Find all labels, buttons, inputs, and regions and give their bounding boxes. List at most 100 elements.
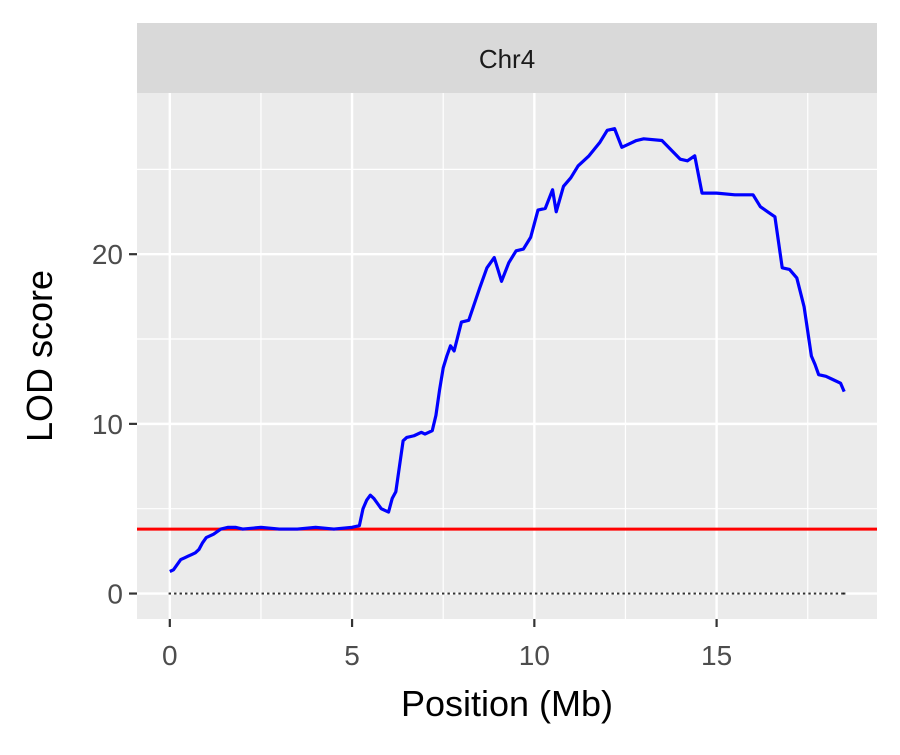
marker-point (370, 592, 374, 595)
marker-point (201, 592, 204, 595)
marker-point (540, 592, 543, 595)
marker-point (524, 592, 527, 595)
marker-point (463, 592, 467, 595)
marker-point (256, 592, 259, 595)
marker-point (595, 592, 598, 595)
marker-point (294, 592, 297, 595)
marker-point (387, 592, 390, 595)
marker-point (786, 592, 789, 595)
marker-point (688, 592, 691, 595)
marker-point (327, 592, 330, 595)
lod-series-line (169, 127, 846, 573)
marker-point (567, 592, 571, 595)
marker-point (436, 592, 439, 595)
marker-point (842, 592, 846, 595)
marker-point (682, 592, 685, 595)
gridlines (137, 93, 877, 619)
marker-point (332, 592, 336, 595)
marker-point (234, 592, 237, 595)
marker-point (737, 592, 740, 595)
marker-point (403, 592, 407, 595)
marker-point (699, 592, 702, 595)
y-axis-title: LOD score (19, 270, 60, 442)
marker-point (283, 592, 286, 595)
marker-point (633, 592, 636, 595)
marker-point (316, 592, 319, 595)
marker-point (622, 592, 625, 595)
x-tick-label: 5 (344, 640, 360, 671)
marker-point (195, 592, 199, 595)
marker-point (775, 592, 778, 595)
marker-point (611, 592, 614, 595)
marker-point (223, 592, 226, 595)
marker-point (830, 592, 833, 595)
marker-point (431, 592, 434, 595)
marker-point (212, 592, 215, 595)
marker-point (704, 592, 707, 595)
marker-point (474, 592, 478, 595)
marker-point (753, 592, 757, 595)
marker-point (797, 592, 800, 595)
marker-point (660, 592, 664, 595)
marker-point (321, 592, 325, 595)
marker-point (239, 592, 243, 595)
marker-point (425, 592, 429, 595)
axes: 0 5 10 15 0 10 20 (92, 239, 732, 671)
facet-strip-label: Chr4 (479, 44, 535, 74)
marker-point (190, 592, 193, 595)
marker-point (534, 592, 538, 595)
marker-rug (168, 592, 846, 595)
marker-point (343, 592, 346, 595)
marker-point (720, 592, 724, 595)
marker-point (491, 592, 494, 595)
marker-point (447, 592, 450, 595)
x-tick-label: 0 (162, 640, 178, 671)
marker-point (305, 592, 308, 595)
marker-point (174, 592, 177, 595)
marker-point (562, 592, 565, 595)
marker-point (442, 592, 445, 595)
marker-point (616, 592, 620, 595)
marker-point (392, 592, 396, 595)
marker-point (671, 592, 675, 595)
marker-point (338, 592, 341, 595)
marker-point (781, 592, 784, 595)
marker-point (299, 592, 303, 595)
marker-point (709, 592, 713, 595)
marker-point (573, 592, 576, 595)
marker-point (168, 592, 172, 595)
y-tick-label: 20 (92, 239, 123, 270)
y-tick-label: 0 (107, 579, 123, 610)
marker-point (228, 592, 232, 595)
marker-point (802, 592, 806, 595)
marker-point (414, 592, 418, 595)
marker-point (513, 592, 516, 595)
marker-point (644, 592, 647, 595)
marker-point (742, 592, 746, 595)
marker-point (349, 592, 352, 595)
marker-point (480, 592, 483, 595)
marker-point (606, 592, 609, 595)
marker-point (791, 592, 795, 595)
marker-point (381, 592, 385, 595)
marker-point (507, 592, 511, 595)
marker-point (354, 592, 357, 595)
marker-point (376, 592, 379, 595)
marker-point (551, 592, 554, 595)
x-tick-label: 10 (519, 640, 550, 671)
marker-point (726, 592, 729, 595)
marker-point (556, 592, 560, 595)
marker-point (452, 592, 456, 595)
marker-point (485, 592, 489, 595)
marker-point (589, 592, 593, 595)
marker-point (272, 592, 275, 595)
marker-point (759, 592, 762, 595)
marker-point (764, 592, 768, 595)
marker-point (496, 592, 500, 595)
plot-panel (137, 93, 877, 619)
marker-point (217, 592, 221, 595)
marker-point (835, 592, 839, 595)
marker-point (529, 592, 532, 595)
